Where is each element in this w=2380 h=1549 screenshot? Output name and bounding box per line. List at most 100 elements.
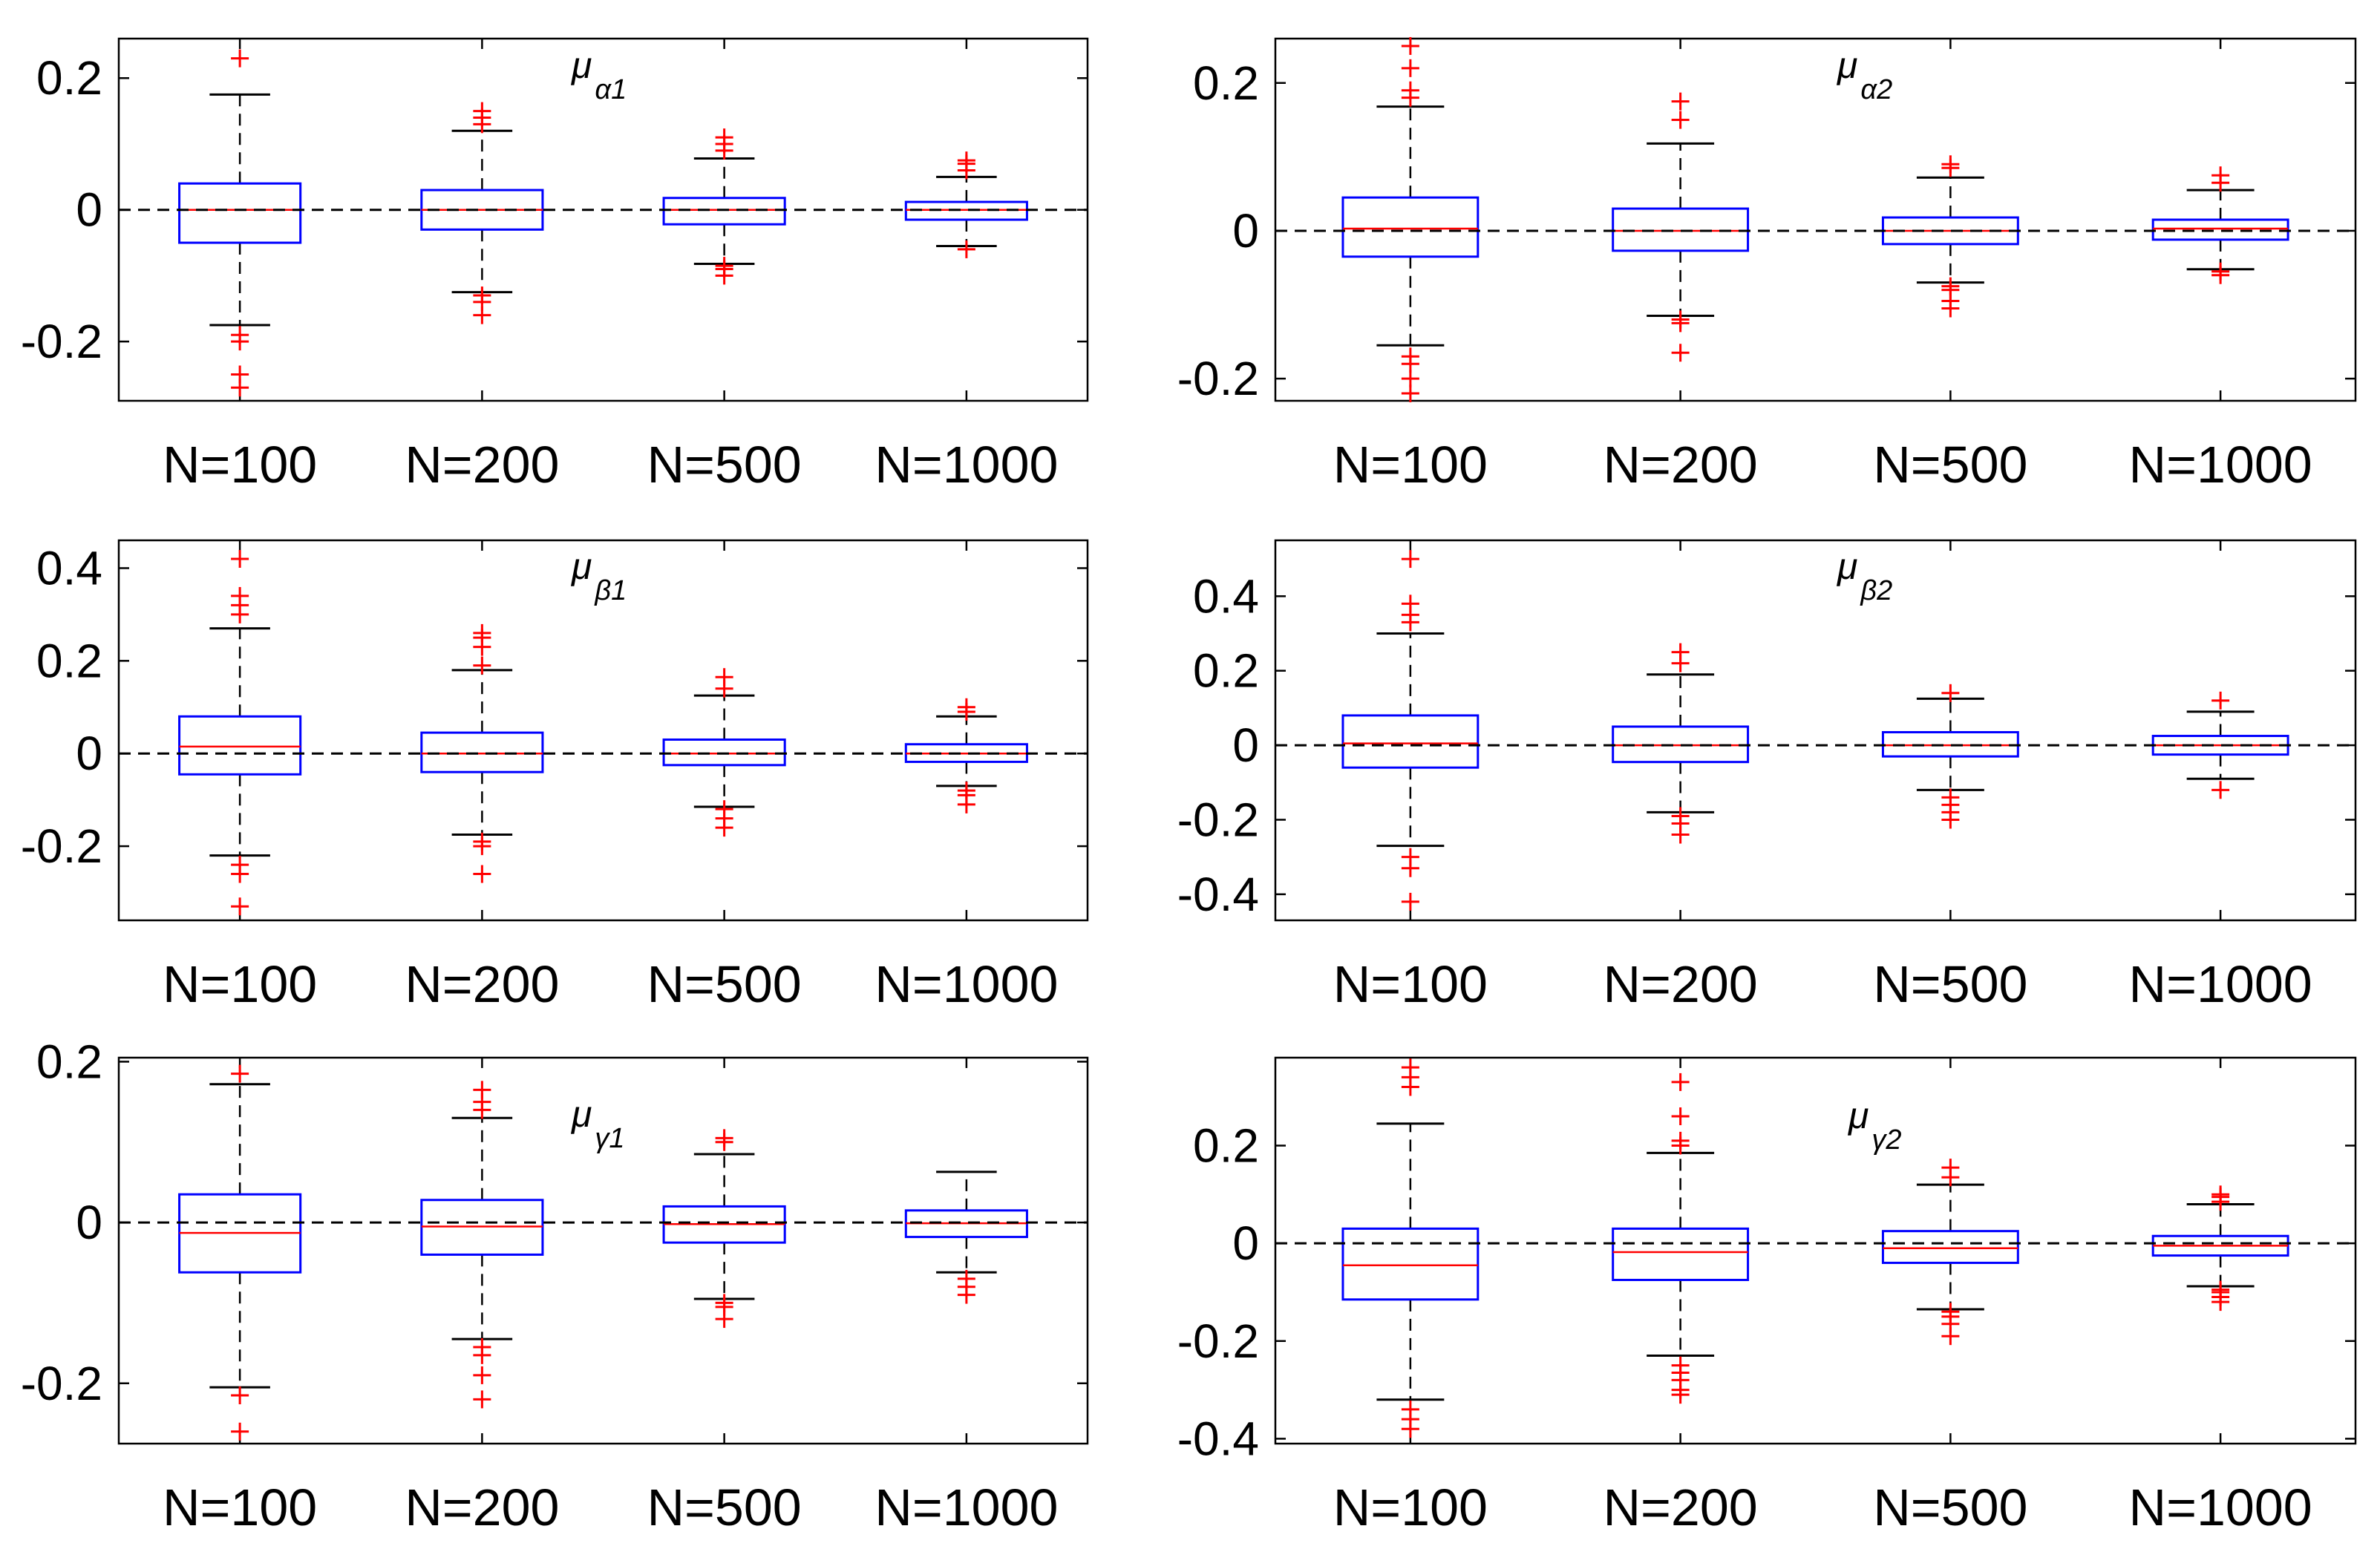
outlier-marker [1941, 684, 1960, 702]
category-label: N=500 [647, 955, 802, 1013]
outlier-marker [473, 1081, 491, 1099]
category-label: N=1000 [874, 436, 1058, 494]
y-tick-label: -0.2 [21, 819, 102, 873]
y-tick-label: 0 [1232, 204, 1259, 258]
box-group-N=200 [420, 623, 544, 883]
y-tick-label: -0.2 [21, 315, 102, 368]
box-group-N=100 [1341, 36, 1480, 403]
outlier-marker [231, 549, 249, 568]
outlier-marker [473, 1346, 491, 1364]
y-tick-label: 0.4 [1193, 569, 1259, 623]
category-label: N=200 [1603, 1478, 1758, 1536]
outlier-marker [1401, 1058, 1419, 1077]
outlier-marker [1401, 1420, 1419, 1438]
outlier-marker [2211, 166, 2230, 185]
outlier-marker [1401, 384, 1419, 403]
outlier-marker [231, 1422, 249, 1441]
chart-panel-5: 0.2 0 -0.2 N=100 N=200 N=500 N=1000 μγ1 [21, 1035, 1089, 1536]
category-label: N=100 [1333, 1478, 1488, 1536]
box-group-N=500 [1881, 155, 2019, 318]
outlier-marker [1671, 344, 1690, 362]
chart-panel-6: 0.2 0 -0.2 -0.4 N=100 N=200 N=500 N=1000 μγ2 [1177, 1056, 2357, 1536]
outlier-marker [1401, 550, 1419, 569]
outlier-marker [473, 102, 491, 120]
category-label: N=200 [1603, 955, 1758, 1013]
y-tick-label: 0.2 [36, 51, 102, 105]
category-label: N=100 [1333, 436, 1488, 494]
outlier-marker [957, 698, 975, 716]
outlier-marker [2211, 1185, 2230, 1204]
outlier-marker [715, 1310, 733, 1329]
outlier-marker [473, 656, 491, 675]
category-label: N=100 [1333, 955, 1488, 1013]
box-group-N=1000 [904, 151, 1028, 258]
y-tick-label: 0.4 [36, 541, 102, 595]
outlier-marker [1671, 643, 1690, 661]
outlier-marker [2211, 781, 2230, 799]
outlier-marker [1671, 92, 1690, 111]
category-label: N=200 [405, 1478, 559, 1536]
outlier-marker [1941, 299, 1960, 318]
box-group-N=1000 [2151, 1185, 2289, 1311]
outlier-marker [231, 897, 249, 916]
panel-title: μγ2 [1847, 1095, 1902, 1156]
outlier-marker [1401, 892, 1419, 911]
outlier-marker [473, 623, 491, 642]
outlier-marker [715, 128, 733, 147]
outlier-marker [957, 1286, 975, 1304]
box-group-N=500 [1881, 1159, 2019, 1346]
category-label: N=500 [1873, 955, 2027, 1013]
box-group-N=200 [420, 1081, 544, 1409]
outlier-marker [473, 837, 491, 856]
iqr-box [420, 731, 544, 773]
plot-frame [117, 539, 1089, 922]
outlier-marker [715, 1129, 733, 1147]
outlier-marker [1401, 59, 1419, 77]
outlier-marker [957, 795, 975, 813]
category-label: N=100 [163, 1478, 317, 1536]
category-label: N=500 [647, 436, 802, 494]
panel-title: μα1 [570, 45, 627, 105]
outlier-marker [231, 333, 249, 351]
outlier-marker [1401, 36, 1419, 55]
plot-frame [117, 37, 1089, 402]
box-group-N=1000 [2151, 166, 2289, 284]
outlier-marker [1671, 1107, 1690, 1125]
box-group-N=200 [420, 102, 544, 324]
box-group-N=500 [662, 128, 786, 285]
iqr-box [1881, 1230, 2019, 1264]
y-tick-label: 0.2 [36, 1035, 102, 1088]
box-group-N=100 [1341, 550, 1480, 911]
y-tick-label: 0 [76, 183, 102, 237]
box-group-N=200 [1612, 1072, 1750, 1404]
category-label: N=100 [163, 955, 317, 1013]
outlier-marker [473, 1390, 491, 1409]
category-label: N=200 [405, 436, 559, 494]
box-group-N=100 [178, 1064, 302, 1441]
outlier-marker [715, 266, 733, 285]
box-group-N=1000 [904, 1170, 1028, 1304]
y-tick-label: -0.2 [1177, 352, 1259, 405]
iqr-box [178, 182, 302, 244]
outlier-marker [473, 1366, 491, 1384]
outlier-marker [1671, 314, 1690, 333]
outlier-marker [1401, 595, 1419, 613]
iqr-box [1341, 196, 1480, 258]
category-label: N=1000 [2129, 955, 2312, 1013]
box-group-N=200 [1612, 643, 1750, 844]
iqr-box [1341, 714, 1480, 769]
y-tick-label: -0.4 [1177, 868, 1259, 921]
box-group-N=500 [662, 668, 786, 837]
iqr-box [1612, 1227, 1750, 1281]
outlier-marker [1401, 81, 1419, 99]
category-label: N=500 [647, 1478, 802, 1536]
y-tick-label: -0.4 [1177, 1412, 1259, 1465]
outlier-marker [1941, 1159, 1960, 1177]
outlier-marker [231, 1386, 249, 1404]
panel-title: μγ1 [570, 1093, 625, 1154]
y-tick-label: 0.2 [1193, 56, 1259, 110]
outlier-marker [1671, 1072, 1690, 1091]
y-tick-label: 0 [76, 727, 102, 780]
y-tick-label: 0.2 [1193, 1119, 1259, 1172]
